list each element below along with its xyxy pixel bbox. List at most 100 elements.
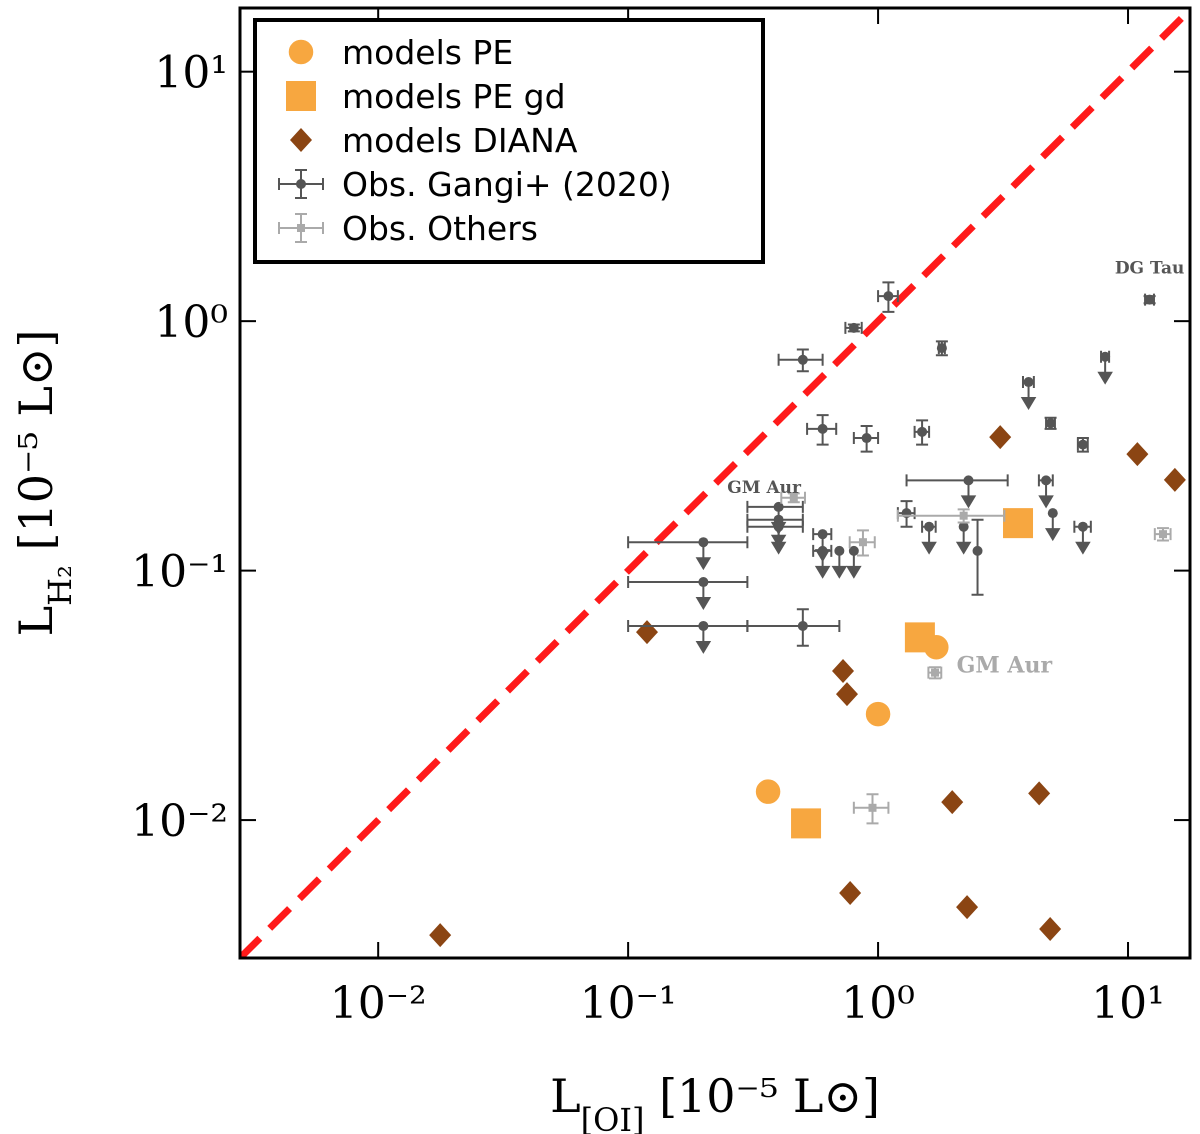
y-error-bar: [971, 518, 984, 596]
obs-marker: [958, 521, 969, 532]
legend-box: [253, 18, 765, 264]
legend-label: models PE: [342, 33, 513, 72]
x-error-bar: [627, 576, 749, 589]
obs-point: [905, 474, 1009, 509]
obs-marker: [883, 291, 894, 302]
x-error-bar: [905, 474, 1009, 487]
annotation: GM Aur: [957, 653, 1053, 679]
obs-point: [927, 666, 943, 680]
obs-marker: [959, 511, 968, 520]
obs-point: [746, 513, 804, 548]
diamond-marker: [839, 881, 862, 906]
legend-label: models PE gd: [342, 77, 566, 116]
diamond-marker: [835, 682, 858, 707]
obs-point: [848, 529, 876, 557]
obs-marker: [1045, 418, 1056, 429]
obs-marker: [817, 423, 828, 434]
obs-marker: [1077, 439, 1088, 450]
diamond-marker: [1126, 442, 1149, 467]
obs-point: [780, 491, 806, 504]
diamond-marker: [1039, 916, 1062, 941]
x-error-bar: [746, 619, 841, 632]
legend-label: Obs. Others: [342, 209, 538, 248]
y-label-part: [10⁻⁵ L⊙]: [9, 330, 63, 565]
diamond-marker: [1163, 467, 1186, 492]
diamond-marker: [1028, 781, 1051, 806]
square-marker: [1003, 508, 1034, 539]
y-tick-label: 10⁻²: [131, 796, 228, 847]
diamond-marker: [956, 895, 979, 920]
annotation: GM Aur: [727, 478, 802, 498]
obs-marker: [963, 475, 974, 486]
obs-marker: [773, 501, 784, 512]
y-tick-label: 10¹: [154, 48, 228, 99]
diamond-marker: [832, 658, 855, 683]
obs-point: [935, 340, 948, 357]
obs-marker: [848, 322, 859, 333]
diamond-marker: [429, 923, 452, 948]
obs-marker: [1144, 294, 1155, 305]
obs-marker: [1077, 521, 1088, 532]
obs-marker: [773, 514, 784, 525]
x-tick-label: 10¹: [1091, 978, 1165, 1029]
obs-point: [777, 348, 824, 373]
obs-marker: [858, 538, 867, 547]
obs-marker: [868, 803, 877, 812]
x-error-bar: [896, 509, 1006, 522]
obs-marker: [848, 545, 859, 556]
square-marker: [286, 81, 316, 111]
obs-marker: [296, 179, 306, 189]
obs-point: [844, 321, 863, 334]
obs-marker: [936, 343, 947, 354]
obs-marker: [1041, 475, 1052, 486]
legend: models PE models PE gd models DIANA Obs. Ga…: [253, 18, 765, 264]
x-axis-label: L[OI] [10⁻⁵ L⊙]: [550, 1069, 880, 1134]
obs-marker: [1047, 508, 1058, 519]
diamond-marker: [941, 790, 964, 815]
obs-marker: [698, 620, 709, 631]
obs-marker: [297, 224, 305, 232]
obs-point: [896, 508, 1006, 524]
diamond-marker: [636, 620, 659, 645]
diamond-marker: [290, 128, 312, 152]
circle-marker: [754, 777, 782, 806]
obs-marker: [817, 529, 828, 540]
obs-point: [1153, 527, 1172, 542]
obs-point: [913, 419, 931, 446]
obs-point: [971, 518, 984, 596]
obs-point: [1020, 376, 1037, 410]
obs-marker: [789, 493, 798, 502]
y-tick-label: 10⁰: [154, 297, 228, 348]
obs-point: [812, 544, 833, 579]
x-label-part: [OI]: [581, 1101, 645, 1134]
obs-marker: [861, 433, 872, 444]
square-marker: [791, 808, 822, 839]
x-tick-label: 10⁰: [841, 978, 915, 1029]
obs-marker: [931, 668, 940, 677]
obs-point: [921, 520, 937, 555]
y-tick-label: 10⁻¹: [131, 547, 228, 598]
plot-frame: [238, 6, 1192, 960]
obs-point: [1076, 437, 1089, 453]
obs-marker: [817, 545, 828, 556]
obs-point: [852, 793, 890, 825]
obs-marker: [1158, 530, 1167, 539]
obs-marker: [773, 521, 784, 532]
x-label-part: L: [550, 1069, 581, 1123]
obs-point: [746, 520, 804, 555]
annotation: DG Tau: [1115, 259, 1185, 279]
obs-marker: [1100, 351, 1111, 362]
reference-line: [240, 8, 1190, 958]
obs-point: [831, 545, 848, 579]
obs-marker: [834, 545, 845, 556]
obs-point: [1037, 474, 1054, 509]
x-label-part: [10⁻⁵ L⊙]: [644, 1069, 879, 1123]
obs-point: [627, 536, 749, 571]
x-tick-label: 10⁻¹: [580, 978, 677, 1029]
obs-point: [896, 500, 916, 528]
obs-marker: [972, 545, 983, 556]
obs-marker: [1023, 377, 1034, 388]
y-axis-label: LH₂ [10⁻⁵ L⊙]: [9, 330, 79, 637]
x-error-bar: [627, 536, 749, 549]
